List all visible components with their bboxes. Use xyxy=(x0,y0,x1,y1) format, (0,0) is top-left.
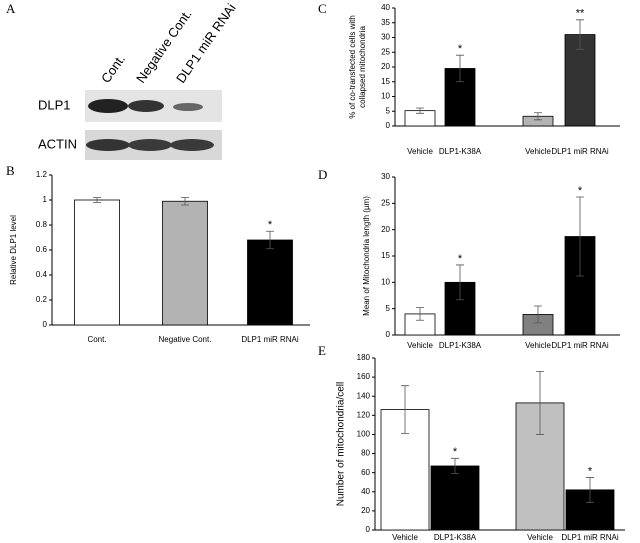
error-bar xyxy=(401,385,409,434)
y-tick-label: 10 xyxy=(381,277,390,286)
y-tick-label: 40 xyxy=(381,3,390,12)
lane-label: Cont. xyxy=(98,52,128,86)
significance-label: * xyxy=(458,253,463,265)
y-tick-label: 0 xyxy=(43,320,48,329)
error-bar xyxy=(576,196,584,277)
y-tick-label: 5 xyxy=(386,106,391,115)
y-tick-label: 15 xyxy=(381,77,390,86)
y-tick-label: 0.2 xyxy=(36,295,48,304)
y-axis-label: % of co-transfected cells with xyxy=(348,15,357,119)
significance-label: * xyxy=(578,185,583,197)
x-tick-label: DLP1-K38A xyxy=(439,147,482,156)
y-tick-label: 40 xyxy=(361,487,370,496)
x-tick-label: Negative Cont. xyxy=(159,335,212,344)
y-axis-label: Number of mitochondria/cell xyxy=(336,382,347,507)
y-tick-label: 25 xyxy=(381,198,390,207)
x-tick-label: Vehicle xyxy=(527,533,553,542)
y-tick-label: 20 xyxy=(361,506,370,515)
y-tick-label: 140 xyxy=(357,391,371,400)
error-bar xyxy=(586,477,594,503)
bar xyxy=(430,465,480,531)
y-axis-label: Mean of Mitochondria length (µm) xyxy=(362,196,371,316)
x-tick-label: Cont. xyxy=(87,335,106,344)
error-bar xyxy=(534,305,542,324)
y-tick-label: 0.8 xyxy=(36,220,48,229)
y-tick-label: 0 xyxy=(386,121,391,130)
significance-label: * xyxy=(458,43,463,55)
error-bar xyxy=(456,264,464,301)
y-tick-label: 30 xyxy=(381,172,390,181)
x-tick-label: Vehicle xyxy=(392,533,418,542)
error-bar xyxy=(456,54,464,83)
panel-letter: C xyxy=(318,1,327,16)
blot-image xyxy=(85,90,222,160)
y-tick-label: 1 xyxy=(43,195,48,204)
x-tick-label: DLP1-K38A xyxy=(439,341,482,350)
row-label: ACTIN xyxy=(38,136,77,151)
y-tick-label: 20 xyxy=(381,225,390,234)
y-tick-label: 35 xyxy=(381,18,390,27)
error-bar xyxy=(576,19,584,50)
y-tick-label: 25 xyxy=(381,47,390,56)
y-tick-label: 15 xyxy=(381,251,390,260)
bar xyxy=(162,200,208,326)
bar xyxy=(247,239,293,326)
significance-label: * xyxy=(268,219,273,231)
x-tick-label: Vehicle xyxy=(407,341,433,350)
error-bar xyxy=(266,230,274,250)
y-tick-label: 80 xyxy=(361,449,370,458)
panel-letter: B xyxy=(6,163,15,178)
x-tick-label: DLP1 miR RNAi xyxy=(551,341,609,350)
y-tick-label: 0 xyxy=(366,525,371,534)
y-tick-label: 100 xyxy=(357,430,371,439)
error-bar xyxy=(93,197,101,203)
panel-letter: E xyxy=(318,343,326,358)
y-axis-label: collapsed mitochondria xyxy=(358,26,367,108)
x-tick-label: DLP1-K38A xyxy=(434,533,477,542)
significance-label: * xyxy=(453,446,458,458)
x-tick-label: DLP1 miR RNAi xyxy=(551,147,609,156)
y-tick-label: 160 xyxy=(357,372,371,381)
error-bar xyxy=(416,107,424,114)
x-tick-label: DLP1 miR RNAi xyxy=(241,335,299,344)
significance-label: * xyxy=(588,465,593,477)
row-label: DLP1 xyxy=(38,97,71,112)
bar xyxy=(74,199,120,326)
panel-letter: D xyxy=(318,167,327,182)
error-bar xyxy=(451,457,459,475)
x-tick-label: Vehicle xyxy=(407,147,433,156)
y-tick-label: 120 xyxy=(357,410,371,419)
x-tick-label: DLP1 miR RNAi xyxy=(561,533,619,542)
error-bar xyxy=(536,370,544,435)
y-tick-label: 30 xyxy=(381,33,390,42)
y-tick-label: 180 xyxy=(357,353,371,362)
y-tick-label: 20 xyxy=(381,62,390,71)
y-tick-label: 0.4 xyxy=(36,270,48,279)
y-tick-label: 1.2 xyxy=(36,170,48,179)
error-bar xyxy=(534,112,542,121)
error-bar xyxy=(416,307,424,321)
significance-label: ** xyxy=(576,8,585,20)
error-bar xyxy=(181,197,189,206)
y-tick-label: 5 xyxy=(386,304,391,313)
y-tick-label: 60 xyxy=(361,468,370,477)
y-tick-label: 10 xyxy=(381,92,390,101)
y-tick-label: 0.6 xyxy=(36,245,48,254)
panel-letter: A xyxy=(6,1,16,16)
bar xyxy=(564,34,596,127)
x-tick-label: Vehicle xyxy=(525,147,551,156)
x-tick-label: Vehicle xyxy=(525,341,551,350)
y-tick-label: 0 xyxy=(386,330,391,339)
y-axis-label: Relative DLP1 level xyxy=(9,215,18,285)
